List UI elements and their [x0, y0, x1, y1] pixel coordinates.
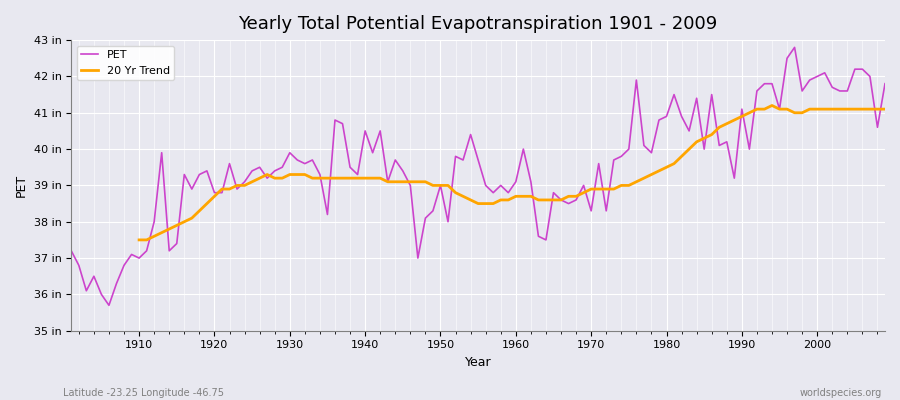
- 20 Yr Trend: [518, 194, 528, 199]
- 20 Yr Trend: [850, 107, 860, 112]
- 20 Yr Trend: [827, 107, 838, 112]
- 20 Yr Trend: [277, 176, 288, 180]
- PET: [134, 256, 145, 260]
- Y-axis label: PET: PET: [15, 174, 28, 197]
- Text: Latitude -23.25 Longitude -46.75: Latitude -23.25 Longitude -46.75: [63, 388, 224, 398]
- PET: [789, 45, 800, 50]
- Line: 20 Yr Trend: 20 Yr Trend: [140, 106, 885, 240]
- PET: [510, 179, 521, 184]
- Text: worldspecies.org: worldspecies.org: [800, 388, 882, 398]
- PET: [104, 303, 114, 308]
- Line: PET: PET: [71, 47, 885, 305]
- PET: [300, 161, 310, 166]
- 20 Yr Trend: [879, 107, 890, 112]
- 20 Yr Trend: [134, 238, 145, 242]
- PET: [879, 81, 890, 86]
- 20 Yr Trend: [307, 176, 318, 180]
- Legend: PET, 20 Yr Trend: PET, 20 Yr Trend: [76, 46, 175, 80]
- PET: [608, 158, 619, 162]
- 20 Yr Trend: [767, 103, 778, 108]
- PET: [345, 165, 356, 170]
- PET: [518, 147, 528, 152]
- X-axis label: Year: Year: [464, 356, 491, 369]
- 20 Yr Trend: [578, 190, 589, 195]
- Title: Yearly Total Potential Evapotranspiration 1901 - 2009: Yearly Total Potential Evapotranspiratio…: [238, 15, 718, 33]
- PET: [66, 248, 77, 253]
